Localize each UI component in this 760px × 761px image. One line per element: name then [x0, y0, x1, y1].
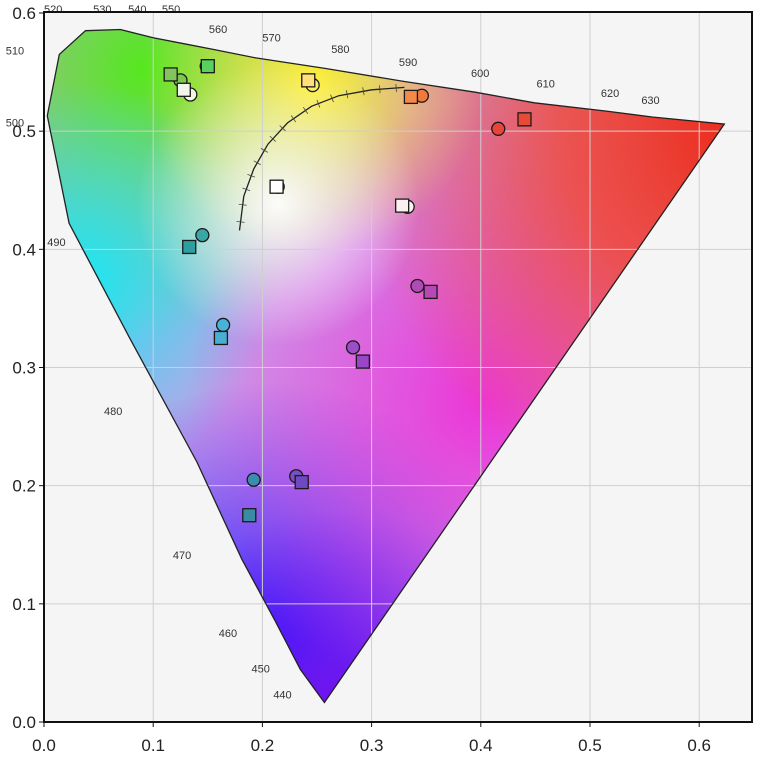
- square-marker: [423, 284, 438, 300]
- wavelength-label: 620: [601, 88, 619, 100]
- wavelength-label: 590: [399, 57, 417, 69]
- square-marker: [301, 73, 316, 88]
- square-marker: [163, 67, 178, 82]
- square-marker: [403, 89, 419, 105]
- circle-marker: [345, 340, 361, 355]
- wavelength-label: 480: [104, 406, 122, 418]
- cct-tick: [302, 106, 309, 115]
- wavelength-label: 540: [128, 4, 146, 16]
- square-marker: [242, 508, 257, 523]
- circle-marker: [246, 472, 261, 487]
- cct-tick: [279, 125, 286, 132]
- square-marker: [176, 82, 191, 97]
- x-axis: 0.0 0.1 0.2 0.3 0.4 0.5 0.6: [32, 722, 711, 755]
- square-marker: [182, 239, 197, 255]
- grid-lines: [44, 12, 752, 722]
- y-tick-label: 0.2: [12, 477, 36, 496]
- wavelength-label: 470: [173, 550, 191, 562]
- y-tick-label: 0.3: [12, 358, 36, 377]
- wavelength-label: 490: [47, 237, 65, 249]
- y-tick-label: 0.0: [12, 713, 36, 732]
- cct-tick: [260, 148, 268, 153]
- square-marker: [517, 112, 532, 127]
- x-tick-label: 0.5: [578, 736, 602, 755]
- wavelength-label: 610: [536, 78, 554, 90]
- square-marker: [200, 59, 215, 74]
- wavelength-label: 450: [251, 663, 269, 675]
- cct-tick: [330, 94, 334, 103]
- y-tick-label: 0.1: [12, 595, 36, 614]
- wavelength-label: 630: [641, 95, 659, 107]
- cct-tick: [290, 115, 297, 123]
- x-tick-label: 0.3: [360, 736, 384, 755]
- wavelength-label: 520: [44, 4, 62, 16]
- cct-tick: [362, 87, 365, 96]
- square-marker: [355, 354, 371, 369]
- circle-marker: [410, 278, 425, 294]
- wavelength-label: 600: [471, 68, 489, 80]
- square-marker: [213, 330, 229, 346]
- y-tick-label: 0.6: [12, 4, 36, 23]
- cct-ticks: [236, 84, 397, 223]
- cct-tick: [269, 135, 276, 142]
- circle-marker: [215, 317, 231, 333]
- wavelength-label: 530: [93, 4, 111, 16]
- wavelength-label: 550: [162, 4, 180, 16]
- x-tick-label: 0.4: [469, 736, 493, 755]
- wavelength-label: 460: [219, 628, 237, 640]
- cct-tick: [253, 160, 261, 166]
- wavelength-label: 560: [209, 24, 227, 36]
- wavelength-label: 580: [331, 44, 349, 56]
- cct-tick: [236, 220, 245, 223]
- y-axis: 0.0 0.1 0.2 0.3 0.4 0.5 0.6: [12, 4, 44, 732]
- wavelength-label: 500: [6, 117, 24, 129]
- planckian-locus: [238, 86, 405, 231]
- y-tick-label: 0.4: [12, 240, 36, 259]
- x-tick-label: 0.2: [251, 736, 275, 755]
- square-marker: [294, 474, 309, 490]
- cct-tick: [316, 99, 321, 108]
- square-marker: [269, 179, 284, 194]
- cct-tick: [345, 90, 349, 99]
- cct-tick: [395, 84, 397, 93]
- spectral-locus-outline: [46, 28, 726, 704]
- x-tick-label: 0.0: [32, 736, 56, 755]
- x-tick-label: 0.1: [141, 736, 165, 755]
- circle-marker: [195, 228, 210, 243]
- cct-tick: [379, 85, 381, 94]
- cct-tick: [247, 174, 256, 178]
- x-tick-label: 0.6: [687, 736, 711, 755]
- wavelength-label: 510: [6, 45, 24, 57]
- cct-tick: [238, 203, 247, 206]
- wavelength-label: 440: [273, 689, 291, 701]
- cct-tick: [242, 187, 251, 192]
- wavelength-label: 570: [262, 32, 280, 44]
- square-marker: [395, 198, 410, 213]
- circle-marker: [491, 121, 506, 136]
- data-points: [163, 59, 532, 523]
- y-tick-label: 0.5: [12, 122, 36, 141]
